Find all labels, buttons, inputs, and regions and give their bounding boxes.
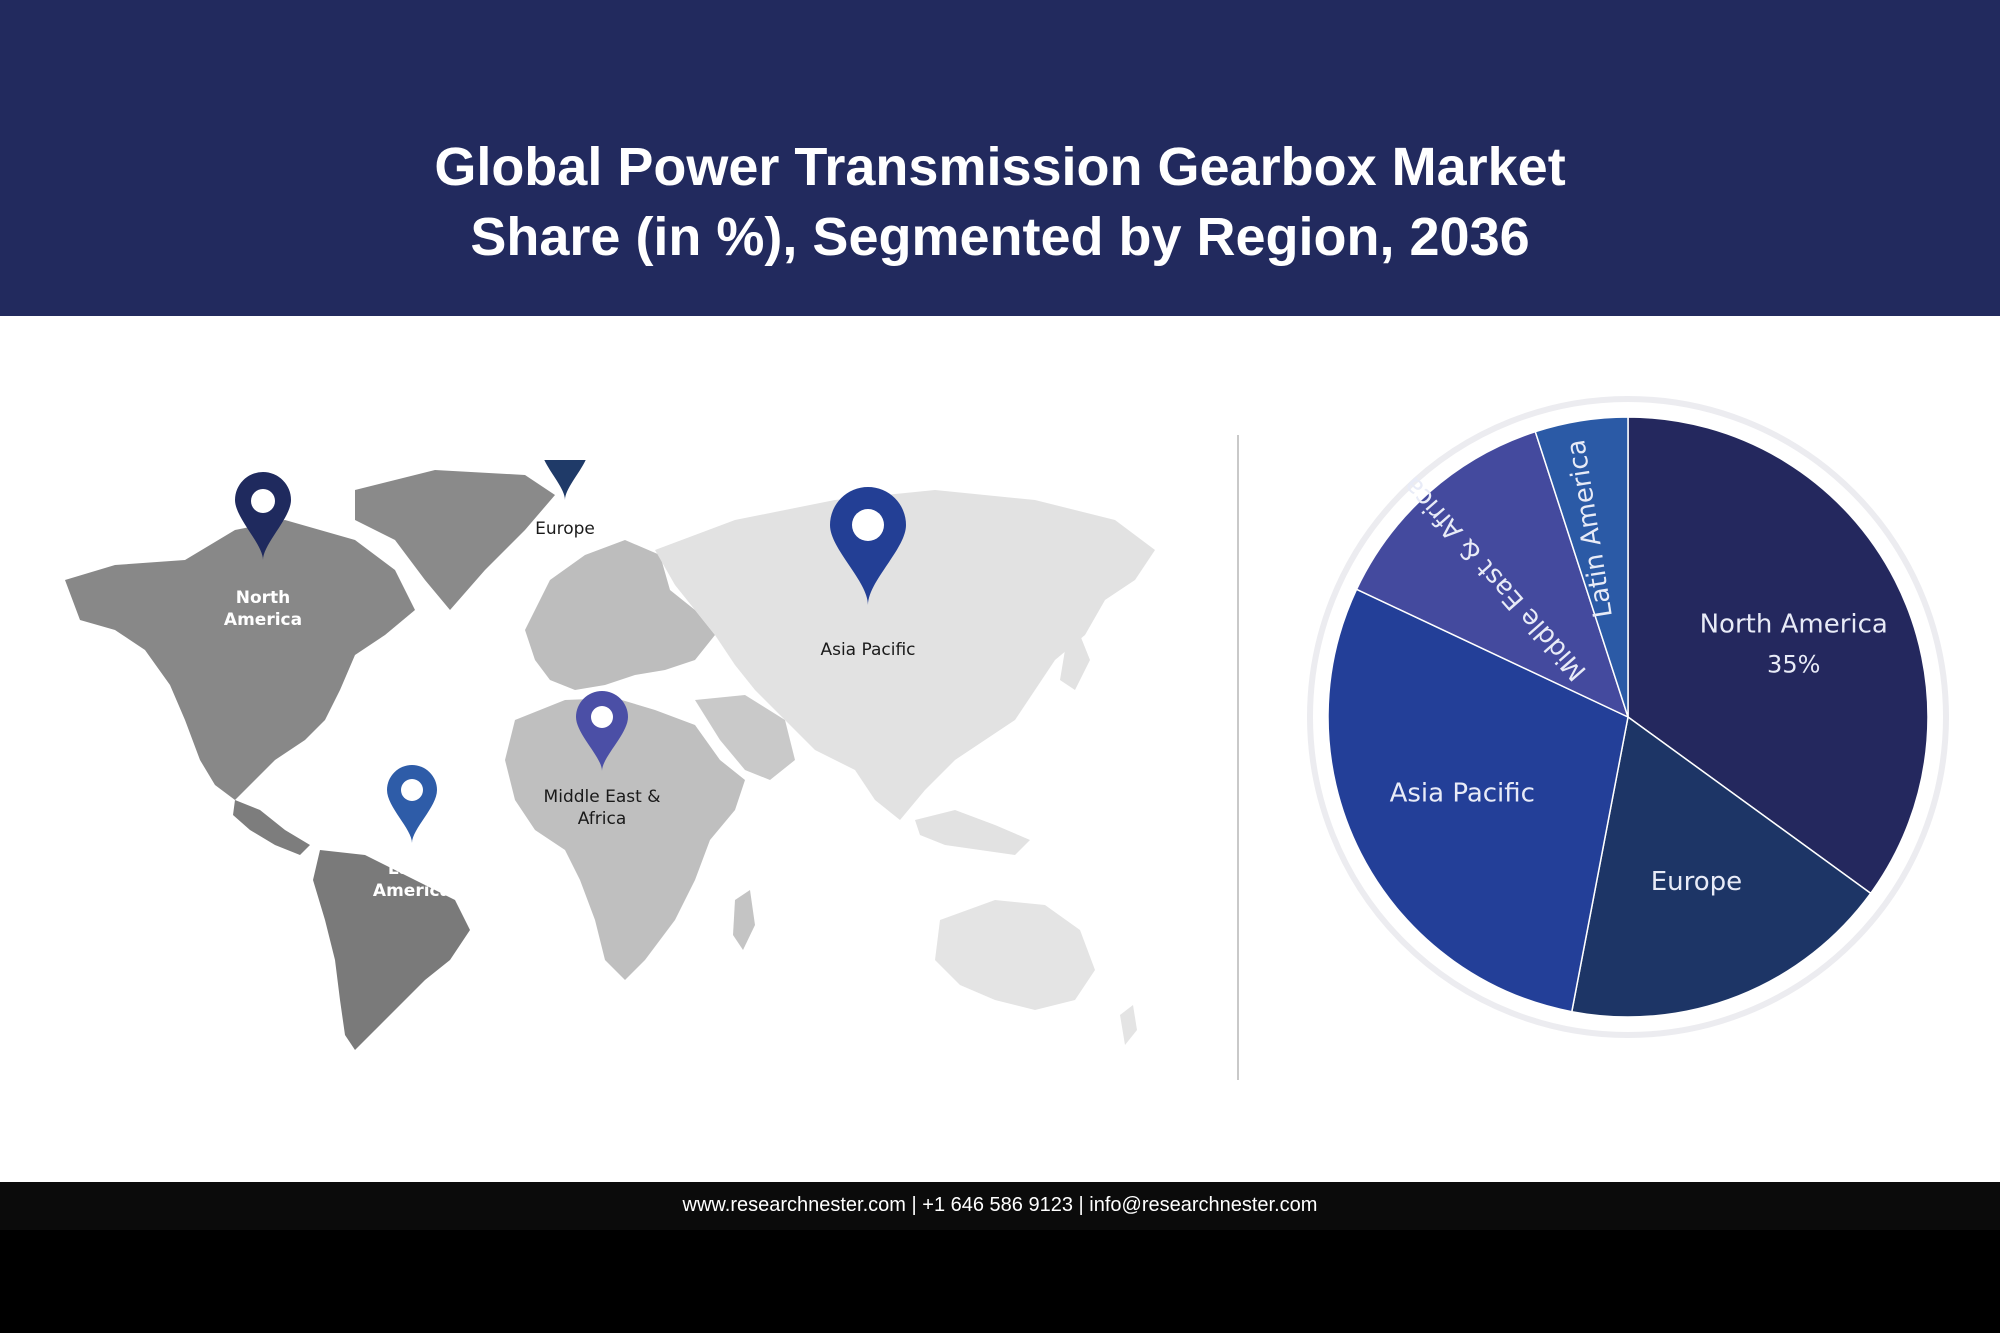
pie-chart: North America 35% Europe Asia Pacific Middle… <box>1300 385 1980 1065</box>
southeast-asia-islands-shape <box>915 810 1030 855</box>
australia-shape <box>935 900 1095 1010</box>
pie-slice-asia-pacific[interactable] <box>1327 588 1629 1013</box>
pie-slice-europe[interactable] <box>1570 715 1872 1018</box>
africa-shape <box>505 698 745 980</box>
pin-label-line2: America <box>224 610 302 630</box>
footer-bottom-bar <box>0 1230 2000 1333</box>
north-america-shape <box>65 520 415 800</box>
europe-shape <box>525 540 715 690</box>
map-pin-icon <box>576 691 628 771</box>
title-line-2: Share (in %), Segmented by Region, 2036 <box>470 207 1530 267</box>
map-pin-icon <box>387 765 437 843</box>
japan-shape <box>1060 635 1090 690</box>
greenland-shape <box>355 470 555 610</box>
pin-label-line2: America <box>373 881 451 901</box>
map-pin-icon <box>830 487 906 605</box>
chart-title: Global Power Transmission Gearbox Market… <box>300 132 1700 272</box>
footer-contact: www.researchnester.com | +1 646 586 9123… <box>682 1194 1318 1216</box>
map-pin-icon <box>235 472 291 560</box>
pin-middle-east-africa[interactable]: Middle East & Africa <box>544 691 661 829</box>
pin-asia-pacific[interactable]: Asia Pacific <box>820 487 916 660</box>
pie-slice-north-america[interactable] <box>1627 416 1929 895</box>
pie-slice-value-label: 35% <box>1767 651 1820 679</box>
pin-label-line1: Europe <box>535 519 595 539</box>
pin-latin-america[interactable]: Latin America <box>373 765 451 901</box>
pin-hole <box>852 509 884 541</box>
pin-label-line1: Middle East & <box>544 787 661 807</box>
world-map-svg: North America Europe Asia Pacific Middle… <box>65 424 1155 1050</box>
title-line-1: Global Power Transmission Gearbox Market <box>434 137 1566 197</box>
footer-bar <box>0 1182 2000 1230</box>
pin-label-line1: North <box>236 588 291 608</box>
middle-east-shape <box>695 695 795 780</box>
madagascar-shape <box>733 890 755 950</box>
pin-hole <box>591 706 613 728</box>
pie-slice-middle-east-africa[interactable] <box>1355 430 1630 719</box>
pin-north-america[interactable]: North America <box>224 472 302 630</box>
header-banner: Global Power Transmission Gearbox Market… <box>0 0 2000 316</box>
pin-hole <box>251 489 275 513</box>
central-america-shape <box>233 800 310 855</box>
south-america-shape <box>313 850 470 1050</box>
world-map: North America Europe Asia Pacific Middle… <box>55 424 1175 1060</box>
new-zealand-shape <box>1120 1005 1137 1045</box>
pie-slice-label: North America <box>1700 610 1888 640</box>
pin-hole <box>401 779 423 801</box>
pie-slice-label: Asia Pacific <box>1390 778 1535 808</box>
asia-shape <box>655 490 1155 820</box>
divider-line <box>1237 435 1239 1080</box>
pin-label-line1: Asia Pacific <box>820 640 915 660</box>
pin-label-line1: Latin <box>388 859 436 879</box>
pie-slice-latin-america[interactable] <box>1534 416 1629 718</box>
pin-label-line2: Africa <box>578 809 627 829</box>
pie-slice-label: Europe <box>1651 867 1742 897</box>
